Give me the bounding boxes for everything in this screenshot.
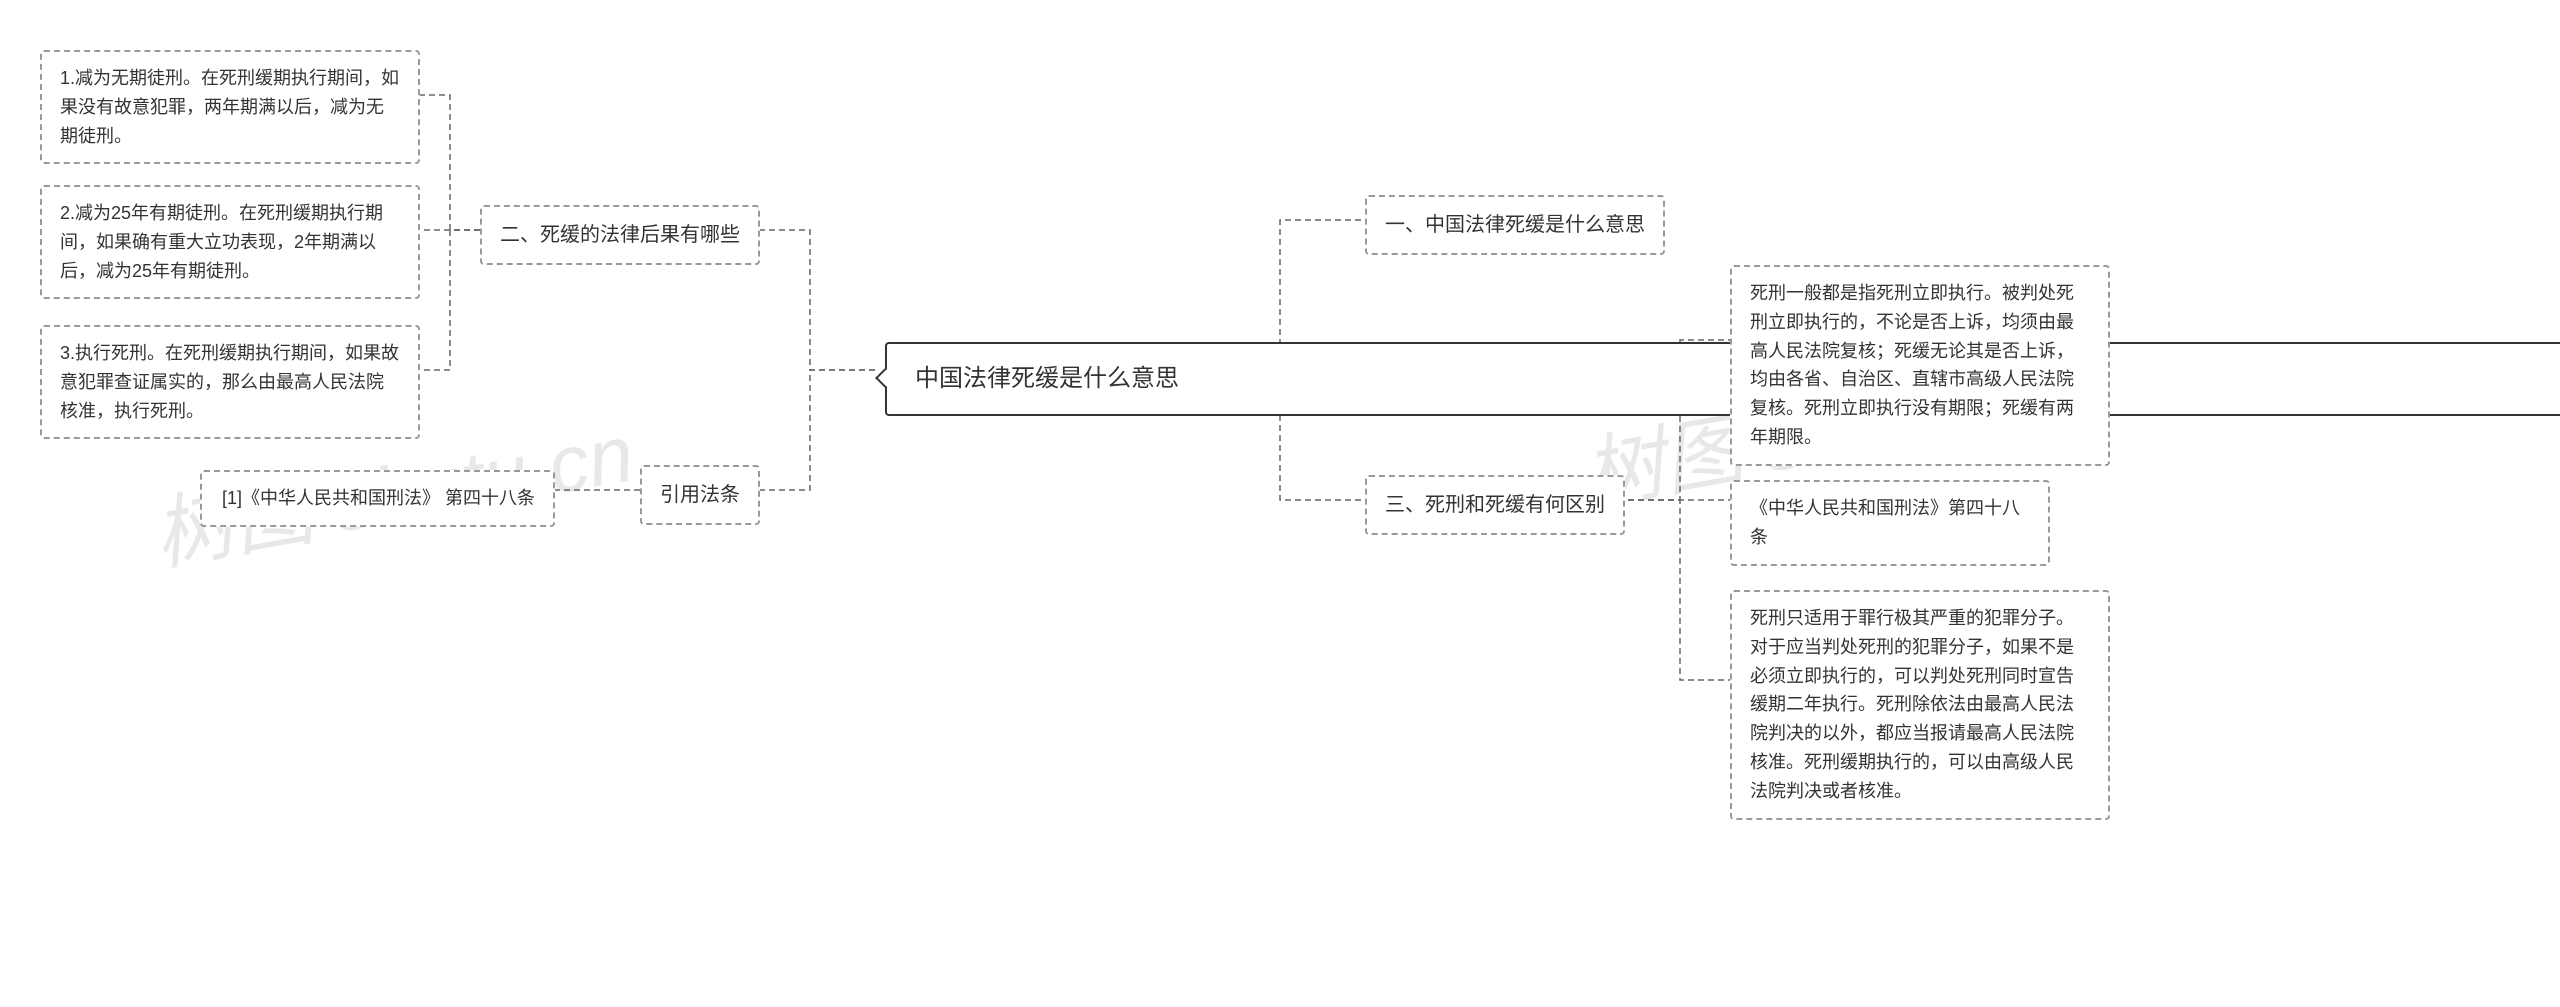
leaf-text: 2.减为25年有期徒刑。在死刑缓期执行期间，如果确有重大立功表现，2年期满以后，… [60, 203, 383, 281]
branch-label: 二、死缓的法律后果有哪些 [500, 224, 740, 246]
leaf-text: 死刑一般都是指死刑立即执行。被判处死刑立即执行的，不论是否上诉，均须由最高人民法… [1750, 283, 2074, 447]
leaf-node: 3.执行死刑。在死刑缓期执行期间，如果故意犯罪查证属实的，那么由最高人民法院核准… [40, 325, 420, 439]
leaf-text: 3.执行死刑。在死刑缓期执行期间，如果故意犯罪查证属实的，那么由最高人民法院核准… [60, 343, 399, 421]
leaf-node: 死刑只适用于罪行极其严重的犯罪分子。对于应当判处死刑的犯罪分子，如果不是必须立即… [1730, 590, 2110, 820]
branch-label: 三、死刑和死缓有何区别 [1385, 494, 1605, 516]
branch-node-2: 二、死缓的法律后果有哪些 [480, 205, 760, 265]
leaf-node: 死刑一般都是指死刑立即执行。被判处死刑立即执行的，不论是否上诉，均须由最高人民法… [1730, 265, 2110, 466]
branch-label: 引用法条 [660, 484, 740, 506]
leaf-node: 2.减为25年有期徒刑。在死刑缓期执行期间，如果确有重大立功表现，2年期满以后，… [40, 185, 420, 299]
branch-node-3: 三、死刑和死缓有何区别 [1365, 475, 1625, 535]
leaf-node: 《中华人民共和国刑法》第四十八条 [1730, 480, 2050, 566]
leaf-text: 死刑只适用于罪行极其严重的犯罪分子。对于应当判处死刑的犯罪分子，如果不是必须立即… [1750, 608, 2074, 801]
leaf-node: 1.减为无期徒刑。在死刑缓期执行期间，如果没有故意犯罪，两年期满以后，减为无期徒… [40, 50, 420, 164]
branch-label: 一、中国法律死缓是什么意思 [1385, 214, 1645, 236]
center-node: 中国法律死缓是什么意思 [885, 342, 2560, 416]
leaf-text: 《中华人民共和国刑法》第四十八条 [1750, 498, 2020, 547]
branch-node-1: 一、中国法律死缓是什么意思 [1365, 195, 1665, 255]
leaf-text: [1]《中华人民共和国刑法》 第四十八条 [222, 488, 535, 508]
branch-node-cite: 引用法条 [640, 465, 760, 525]
leaf-node: [1]《中华人民共和国刑法》 第四十八条 [200, 470, 555, 527]
center-label: 中国法律死缓是什么意思 [915, 365, 1179, 392]
leaf-text: 1.减为无期徒刑。在死刑缓期执行期间，如果没有故意犯罪，两年期满以后，减为无期徒… [60, 68, 399, 146]
